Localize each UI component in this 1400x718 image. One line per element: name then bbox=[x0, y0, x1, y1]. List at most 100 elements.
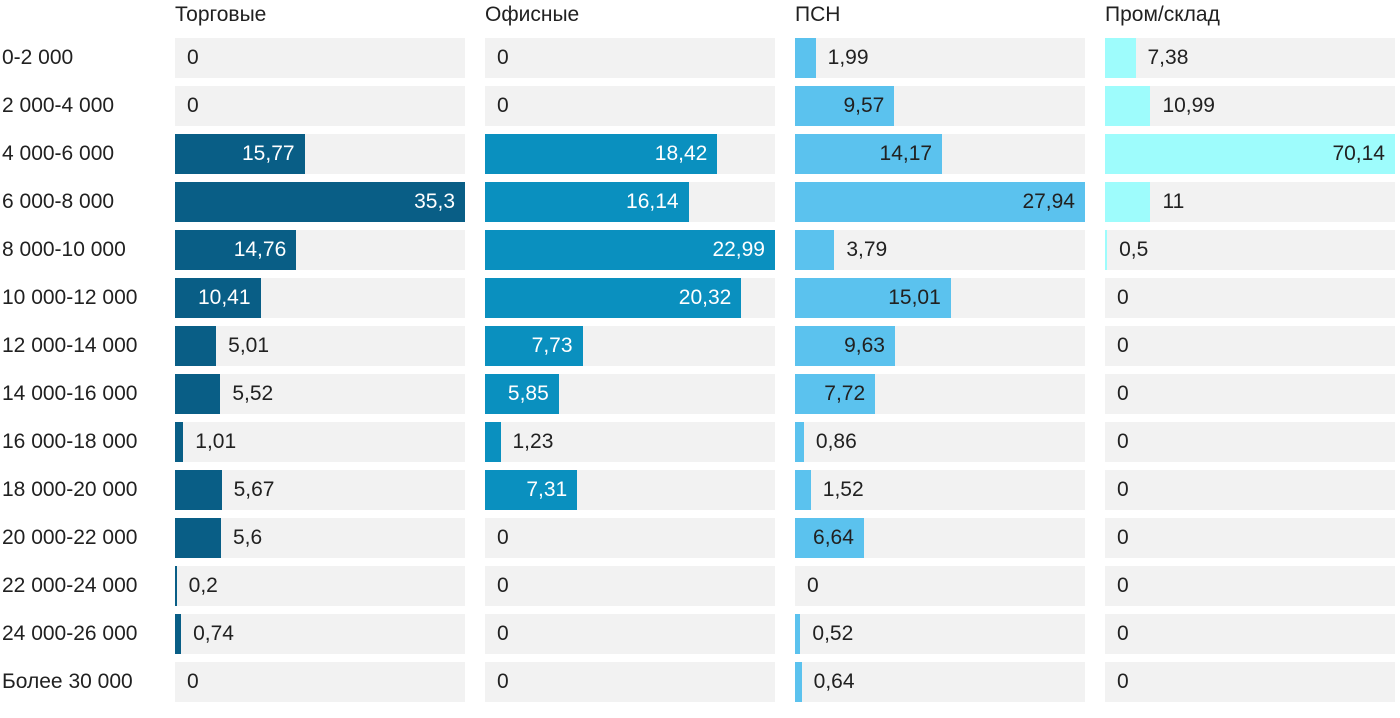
bar-track: 0,74 bbox=[175, 614, 465, 654]
column-header-prom-sklad: Пром/склад bbox=[1105, 3, 1220, 26]
bar-segment[interactable] bbox=[795, 326, 895, 366]
bar-segment[interactable] bbox=[485, 182, 689, 222]
bar-track: 0 bbox=[485, 86, 775, 126]
bar-segment[interactable] bbox=[795, 422, 804, 462]
value-label: 1,23 bbox=[512, 430, 554, 453]
bar-track: 14,17 bbox=[795, 134, 1085, 174]
bar-track: 20,32 bbox=[485, 278, 775, 318]
bar-track: 1,23 bbox=[485, 422, 775, 462]
bar-track: 0 bbox=[1105, 422, 1395, 462]
bar-track: 1,52 bbox=[795, 470, 1085, 510]
bar-track: 0 bbox=[1105, 470, 1395, 510]
chart-row: 16 000-18 000 1,01 1,23 0,86 0 bbox=[0, 422, 1400, 462]
bar-track: 0 bbox=[1105, 662, 1395, 702]
bar-segment[interactable] bbox=[795, 470, 811, 510]
value-label: 3,79 bbox=[846, 238, 888, 261]
bar-track: 3,79 bbox=[795, 230, 1085, 270]
row-label: 16 000-18 000 bbox=[2, 430, 138, 453]
bar-segment[interactable] bbox=[175, 470, 222, 510]
bar-track: 0,86 bbox=[795, 422, 1085, 462]
bar-segment[interactable] bbox=[1105, 38, 1136, 78]
bar-segment[interactable] bbox=[175, 374, 221, 414]
column-header-psn: ПСН bbox=[795, 3, 841, 26]
bar-track: 15,01 bbox=[795, 278, 1085, 318]
bar-segment[interactable] bbox=[175, 278, 261, 318]
bar-segment[interactable] bbox=[795, 614, 801, 654]
bar-segment[interactable] bbox=[1105, 86, 1151, 126]
bar-segment[interactable] bbox=[175, 614, 182, 654]
bar-track: 7,38 bbox=[1105, 38, 1395, 78]
bar-segment[interactable] bbox=[485, 278, 742, 318]
value-label: 35,3 bbox=[414, 190, 455, 213]
bar-track: 0 bbox=[1105, 518, 1395, 558]
bar-track: 16,14 bbox=[485, 182, 775, 222]
row-label: 8 000-10 000 bbox=[2, 238, 126, 261]
chart-row: 22 000-24 000 0,2 0 0 0 bbox=[0, 566, 1400, 606]
value-label: 27,94 bbox=[1022, 190, 1075, 213]
bar-segment[interactable] bbox=[485, 422, 501, 462]
bar-track: 35,3 bbox=[175, 182, 465, 222]
bar-segment[interactable] bbox=[485, 374, 559, 414]
value-label: 1,52 bbox=[822, 478, 864, 501]
value-label: 7,31 bbox=[526, 478, 568, 501]
bar-segment[interactable] bbox=[485, 134, 718, 174]
bar-segment[interactable] bbox=[795, 86, 895, 126]
value-label: 1,01 bbox=[195, 430, 237, 453]
bar-segment[interactable] bbox=[1105, 230, 1108, 270]
chart-row: 10 000-12 000 10,41 20,32 15,01 0 bbox=[0, 278, 1400, 318]
value-label: 0 bbox=[1117, 286, 1129, 309]
bar-segment[interactable] bbox=[795, 518, 864, 558]
value-label: 16,14 bbox=[626, 190, 679, 213]
bar-track: 0 bbox=[485, 662, 775, 702]
bar-track: 0 bbox=[1105, 374, 1395, 414]
bar-segment[interactable] bbox=[1105, 134, 1395, 174]
bar-segment[interactable] bbox=[1105, 182, 1151, 222]
bar-track: 6,64 bbox=[795, 518, 1085, 558]
value-label: 5,01 bbox=[228, 334, 270, 357]
value-label: 0,86 bbox=[815, 430, 857, 453]
column-header-torgovye: Торговые bbox=[175, 3, 267, 26]
bar-segment[interactable] bbox=[795, 662, 802, 702]
bar-segment[interactable] bbox=[795, 230, 835, 270]
bar-segment[interactable] bbox=[175, 134, 305, 174]
bar-track: 0 bbox=[485, 614, 775, 654]
bar-segment[interactable] bbox=[175, 566, 177, 606]
row-label: Более 30 000 bbox=[2, 670, 133, 693]
bar-segment[interactable] bbox=[175, 230, 297, 270]
bar-segment[interactable] bbox=[485, 470, 578, 510]
bar-track: 5,01 bbox=[175, 326, 465, 366]
bar-track: 15,77 bbox=[175, 134, 465, 174]
value-label: 0 bbox=[1117, 670, 1129, 693]
chart-row: 0-2 000 0 0 1,99 7,38 bbox=[0, 38, 1400, 78]
bar-segment[interactable] bbox=[175, 326, 217, 366]
bar-segment[interactable] bbox=[795, 182, 1085, 222]
bar-track: 1,99 bbox=[795, 38, 1085, 78]
bar-segment[interactable] bbox=[795, 134, 943, 174]
bar-track: 1,01 bbox=[175, 422, 465, 462]
bar-track: 0 bbox=[175, 662, 465, 702]
bar-track: 27,94 bbox=[795, 182, 1085, 222]
bar-segment[interactable] bbox=[485, 230, 775, 270]
bar-track: 0 bbox=[1105, 566, 1395, 606]
column-header-ofisnye: Офисные bbox=[485, 3, 580, 26]
value-label: 0,74 bbox=[193, 622, 234, 645]
bar-segment[interactable] bbox=[175, 422, 184, 462]
bar-segment[interactable] bbox=[175, 182, 465, 222]
bar-segment[interactable] bbox=[795, 374, 876, 414]
value-label: 9,63 bbox=[844, 334, 885, 357]
bar-track: 0 bbox=[1105, 278, 1395, 318]
bar-segment[interactable] bbox=[175, 518, 221, 558]
value-label: 0 bbox=[1117, 574, 1129, 597]
value-label: 22,99 bbox=[712, 238, 765, 261]
bar-segment[interactable] bbox=[795, 278, 951, 318]
bar-track: 0,2 bbox=[175, 566, 465, 606]
value-label: 10,41 bbox=[197, 286, 251, 309]
chart-body: 0-2 000 0 0 1,99 7,38 2 000-4 000 0 0 9,57 10,99 4… bbox=[0, 38, 1400, 702]
bar-track: 0,64 bbox=[795, 662, 1085, 702]
value-label: 0 bbox=[497, 94, 509, 117]
value-label: 0 bbox=[497, 574, 509, 597]
value-label: 0 bbox=[497, 526, 509, 549]
bar-segment[interactable] bbox=[485, 326, 583, 366]
bar-segment[interactable] bbox=[795, 38, 816, 78]
